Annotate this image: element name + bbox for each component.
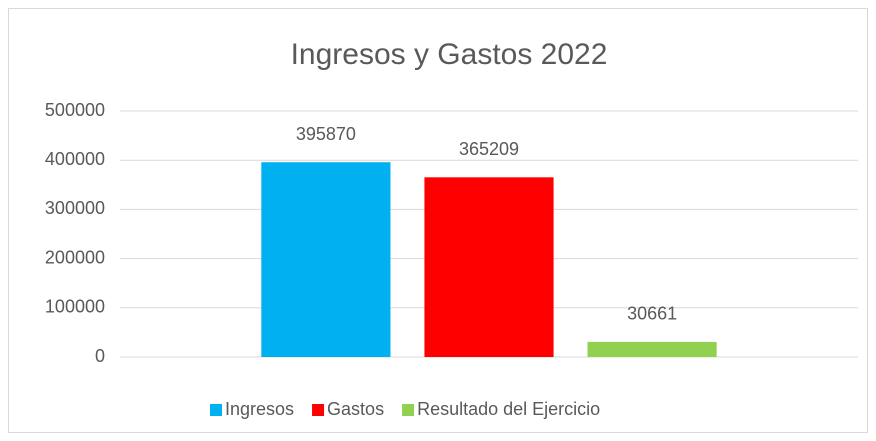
y-tick-label: 200000 (45, 247, 105, 267)
legend-swatch (312, 404, 325, 416)
legend-label: Gastos (327, 399, 384, 419)
data-label: 365209 (459, 139, 519, 159)
y-tick-label: 100000 (45, 297, 105, 317)
data-label: 395870 (296, 124, 356, 144)
data-label: 30661 (627, 304, 677, 324)
legend-swatch (402, 404, 415, 416)
chart-title: Ingresos y Gastos 2022 (291, 38, 608, 71)
bar (261, 162, 391, 357)
y-tick-label: 500000 (45, 100, 105, 120)
y-tick-label: 400000 (45, 149, 105, 169)
bar (587, 341, 717, 357)
legend-label: Resultado del Ejercicio (417, 399, 600, 419)
y-tick-label: 300000 (45, 198, 105, 218)
y-tick-label: 0 (95, 346, 105, 366)
bar (424, 177, 554, 357)
legend-swatch (210, 404, 222, 416)
legend-label: Ingresos (225, 399, 294, 419)
